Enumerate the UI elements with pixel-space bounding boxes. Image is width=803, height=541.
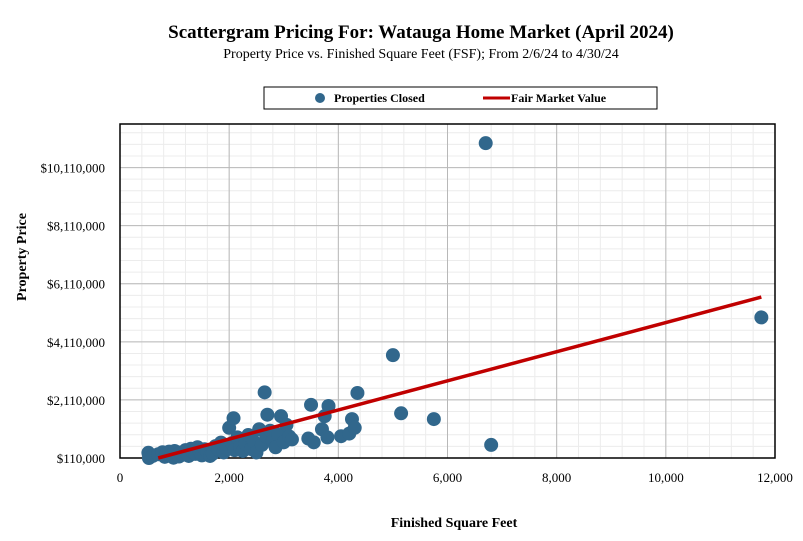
x-tick-label: 10,000 <box>648 470 684 485</box>
y-axis-label: Property Price <box>15 213 30 301</box>
data-point <box>385 348 400 363</box>
x-tick-label: 8,000 <box>542 470 571 485</box>
plot-area-border <box>119 123 776 459</box>
x-axis-label: Finished Square Feet <box>391 516 518 531</box>
data-point <box>284 432 299 447</box>
data-point <box>394 406 409 421</box>
y-axis-ticks: $110,000 $2,110,000 $4,110,000 $6,110,000 $8… <box>40 161 105 466</box>
chart-title: Scattergram Pricing For: Watauga Home Ma… <box>168 22 674 43</box>
fair-market-value-line <box>157 295 762 460</box>
y-tick-label: $4,110,000 <box>47 335 105 350</box>
y-tick-label: $8,110,000 <box>47 219 105 234</box>
data-point <box>426 412 441 427</box>
y-tick-label: $10,110,000 <box>40 161 105 176</box>
y-tick-label: $6,110,000 <box>47 277 105 292</box>
y-tick-label: $110,000 <box>57 451 105 466</box>
x-tick-label: 2,000 <box>215 470 244 485</box>
data-point <box>350 385 365 400</box>
data-point <box>484 437 499 452</box>
data-point <box>320 430 335 445</box>
x-tick-label: 4,000 <box>324 470 353 485</box>
chart-subtitle: Property Price vs. Finished Square Feet … <box>223 47 619 62</box>
legend-box <box>263 86 658 110</box>
data-point <box>260 407 275 422</box>
data-point <box>754 310 769 325</box>
legend-label-properties-closed: Properties Closed <box>334 91 425 105</box>
x-axis-ticks: 0 2,000 4,000 6,000 8,000 10,000 12,000 <box>117 470 793 485</box>
x-tick-label: 0 <box>117 470 124 485</box>
data-point <box>226 411 241 426</box>
data-point <box>347 420 362 435</box>
data-point <box>306 435 321 450</box>
legend-label-fair-market-value: Fair Market Value <box>511 91 607 105</box>
trend-line <box>157 295 762 460</box>
legend-marker-properties-closed <box>315 93 325 103</box>
data-point <box>321 399 336 414</box>
x-tick-label: 6,000 <box>433 470 462 485</box>
scatter-points <box>141 136 769 465</box>
y-tick-label: $2,110,000 <box>47 393 105 408</box>
legend: Properties Closed Fair Market Value <box>263 86 658 110</box>
data-point <box>304 397 319 412</box>
x-tick-label: 12,000 <box>757 470 793 485</box>
data-point <box>257 385 272 400</box>
data-point <box>478 136 493 151</box>
